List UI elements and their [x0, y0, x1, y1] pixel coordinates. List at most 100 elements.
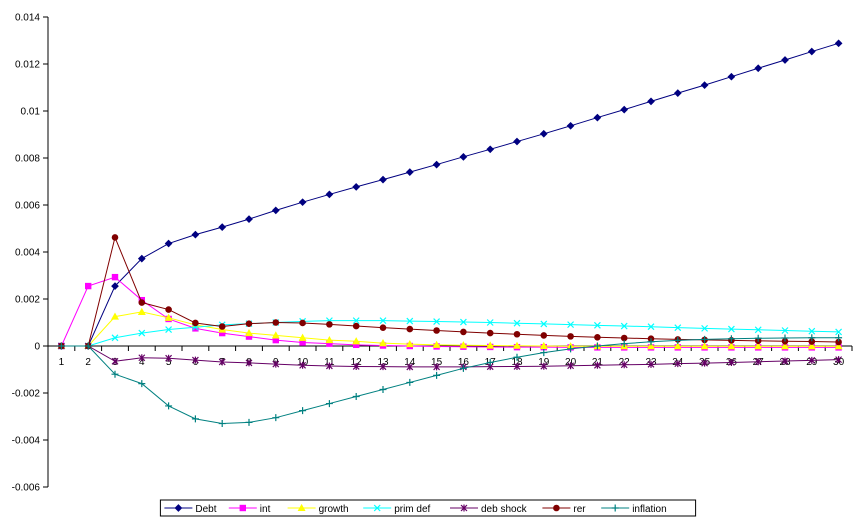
y-tick-label: -0.006 [12, 483, 41, 494]
data-point-deb-shock [218, 358, 226, 366]
data-point-prim-def [701, 324, 709, 332]
data-point-prim-def [459, 318, 467, 326]
data-point-prim-def [727, 325, 735, 333]
data-point-deb-shock [299, 361, 307, 369]
data-point-deb-shock [727, 358, 735, 366]
data-point-prim-def [808, 327, 816, 335]
data-point-inflation [165, 402, 173, 410]
legend-marker [297, 503, 306, 512]
y-tick-label: 0.002 [15, 295, 40, 306]
data-point-prim-def [781, 327, 789, 334]
legend-label: Debt [195, 504, 216, 515]
data-point-debt [164, 239, 173, 248]
data-point-debt [432, 160, 441, 169]
data-point-deb-shock [272, 360, 280, 368]
data-point-rer [138, 299, 146, 306]
series-rer [58, 234, 842, 350]
legend-label: rer [573, 504, 586, 515]
data-point-inflation [352, 393, 360, 401]
data-point-inflation [620, 340, 628, 348]
data-point-deb-shock [352, 362, 360, 370]
series-deb-shock [57, 342, 843, 371]
data-point-growth [459, 341, 468, 349]
data-point-debt [298, 198, 307, 207]
data-point-inflation [325, 400, 333, 408]
x-tick-label: 16 [458, 357, 470, 368]
data-point-rer [486, 329, 494, 337]
data-point-rer [111, 234, 119, 241]
data-point-inflation [57, 342, 65, 350]
legend-marker [373, 504, 381, 512]
legend-item-rer: rer [542, 504, 586, 515]
data-point-debt [111, 282, 119, 290]
data-point-inflation [191, 415, 199, 423]
series-debt [57, 39, 843, 350]
data-point-growth [137, 307, 146, 315]
data-point-inflation [540, 349, 548, 357]
data-point-debt [754, 64, 763, 73]
data-point-deb-shock [379, 363, 387, 371]
data-point-deb-shock [513, 362, 521, 370]
data-point-debt [325, 190, 334, 199]
data-point-deb-shock [835, 356, 843, 364]
legend-marker [460, 504, 468, 512]
data-point-prim-def [165, 326, 173, 333]
x-tick-label: 13 [377, 357, 389, 368]
data-point-inflation [433, 371, 441, 379]
data-point-debt [673, 89, 682, 98]
data-point-rer [540, 332, 548, 339]
data-point-debt [379, 175, 387, 184]
data-point-prim-def [379, 317, 387, 325]
data-point-growth [352, 337, 361, 345]
data-point-inflation [299, 407, 307, 415]
legend-item-debt: Debt [164, 504, 217, 515]
data-point-debt [539, 129, 548, 138]
data-point-rer [245, 320, 253, 327]
data-point-deb-shock [138, 354, 146, 362]
data-point-deb-shock [808, 356, 816, 364]
data-point-prim-def [433, 318, 441, 325]
data-point-rer [326, 321, 333, 328]
data-point-growth [834, 342, 843, 350]
x-tick-label: 4 [139, 357, 145, 368]
data-point-growth [405, 339, 414, 348]
data-point-growth [164, 313, 173, 321]
data-point-prim-def [647, 323, 655, 331]
data-point-inflation [754, 334, 762, 342]
data-point-deb-shock [245, 359, 253, 367]
data-point-debt [807, 47, 816, 56]
data-point-inflation [218, 420, 226, 428]
data-point-debt [834, 39, 843, 48]
legend-label: inflation [632, 504, 666, 515]
data-point-inflation [593, 342, 601, 350]
data-point-growth [647, 342, 655, 350]
data-point-growth [700, 342, 709, 350]
data-point-prim-def [835, 328, 843, 336]
x-tick-label: 1 [59, 357, 65, 368]
data-point-inflation [835, 334, 843, 342]
y-tick-label: 0.014 [15, 13, 40, 24]
data-point-rer [460, 328, 467, 336]
data-point-inflation [486, 358, 494, 366]
data-point-growth [432, 340, 441, 348]
data-point-inflation [701, 335, 709, 343]
y-tick-label: -0.004 [12, 436, 41, 447]
legend-marker [239, 504, 246, 512]
y-tick-label: 0.006 [15, 201, 40, 212]
data-point-debt [137, 254, 146, 263]
legend-label: deb shock [481, 504, 528, 515]
data-point-growth [298, 333, 307, 341]
legend-item-inflation: inflation [601, 504, 667, 515]
x-tick-label: 5 [166, 357, 172, 368]
data-point-prim-def [620, 322, 628, 330]
legend: Debt int growth prim def deb shock rer inflati… [159, 499, 697, 517]
data-point-rer [620, 334, 628, 342]
data-point-debt [566, 121, 575, 130]
x-tick-label: 19 [538, 357, 550, 368]
x-tick-label: 2 [85, 357, 91, 368]
data-point-deb-shock [567, 362, 575, 370]
data-point-inflation [406, 378, 414, 386]
legend-item-growth: growth [287, 503, 349, 515]
data-point-growth [781, 342, 789, 350]
legend-item-prim-def: prim def [363, 504, 431, 515]
